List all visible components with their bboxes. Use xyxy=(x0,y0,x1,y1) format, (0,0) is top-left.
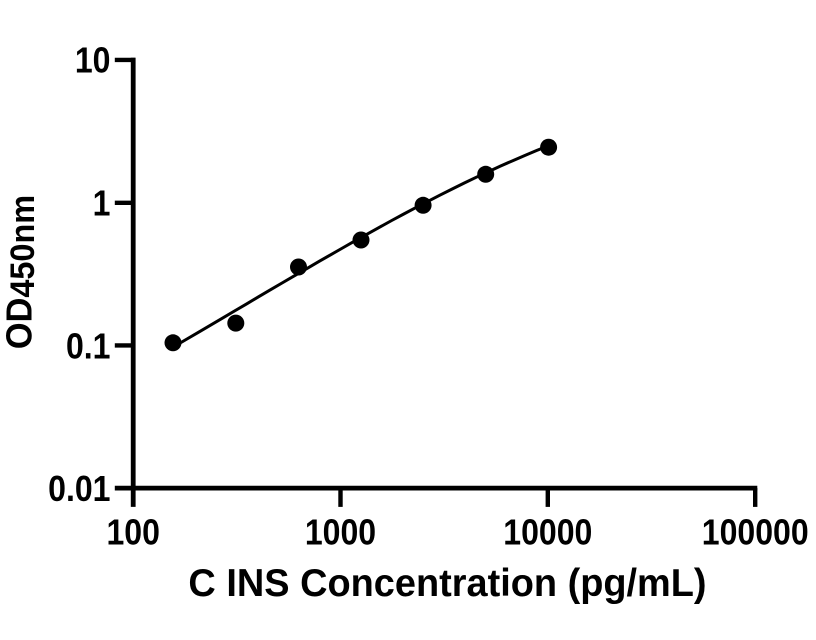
svg-text:1: 1 xyxy=(93,184,111,224)
svg-text:C INS Concentration (pg/mL): C INS Concentration (pg/mL) xyxy=(188,562,706,605)
svg-text:0.01: 0.01 xyxy=(48,469,110,509)
svg-text:1000: 1000 xyxy=(305,513,376,553)
svg-text:100: 100 xyxy=(106,513,159,553)
svg-text:0.1: 0.1 xyxy=(66,327,111,367)
svg-text:100000: 100000 xyxy=(702,513,809,553)
svg-text:10: 10 xyxy=(75,41,111,81)
svg-text:10000: 10000 xyxy=(503,513,592,553)
svg-text:OD450nm: OD450nm xyxy=(0,195,42,349)
